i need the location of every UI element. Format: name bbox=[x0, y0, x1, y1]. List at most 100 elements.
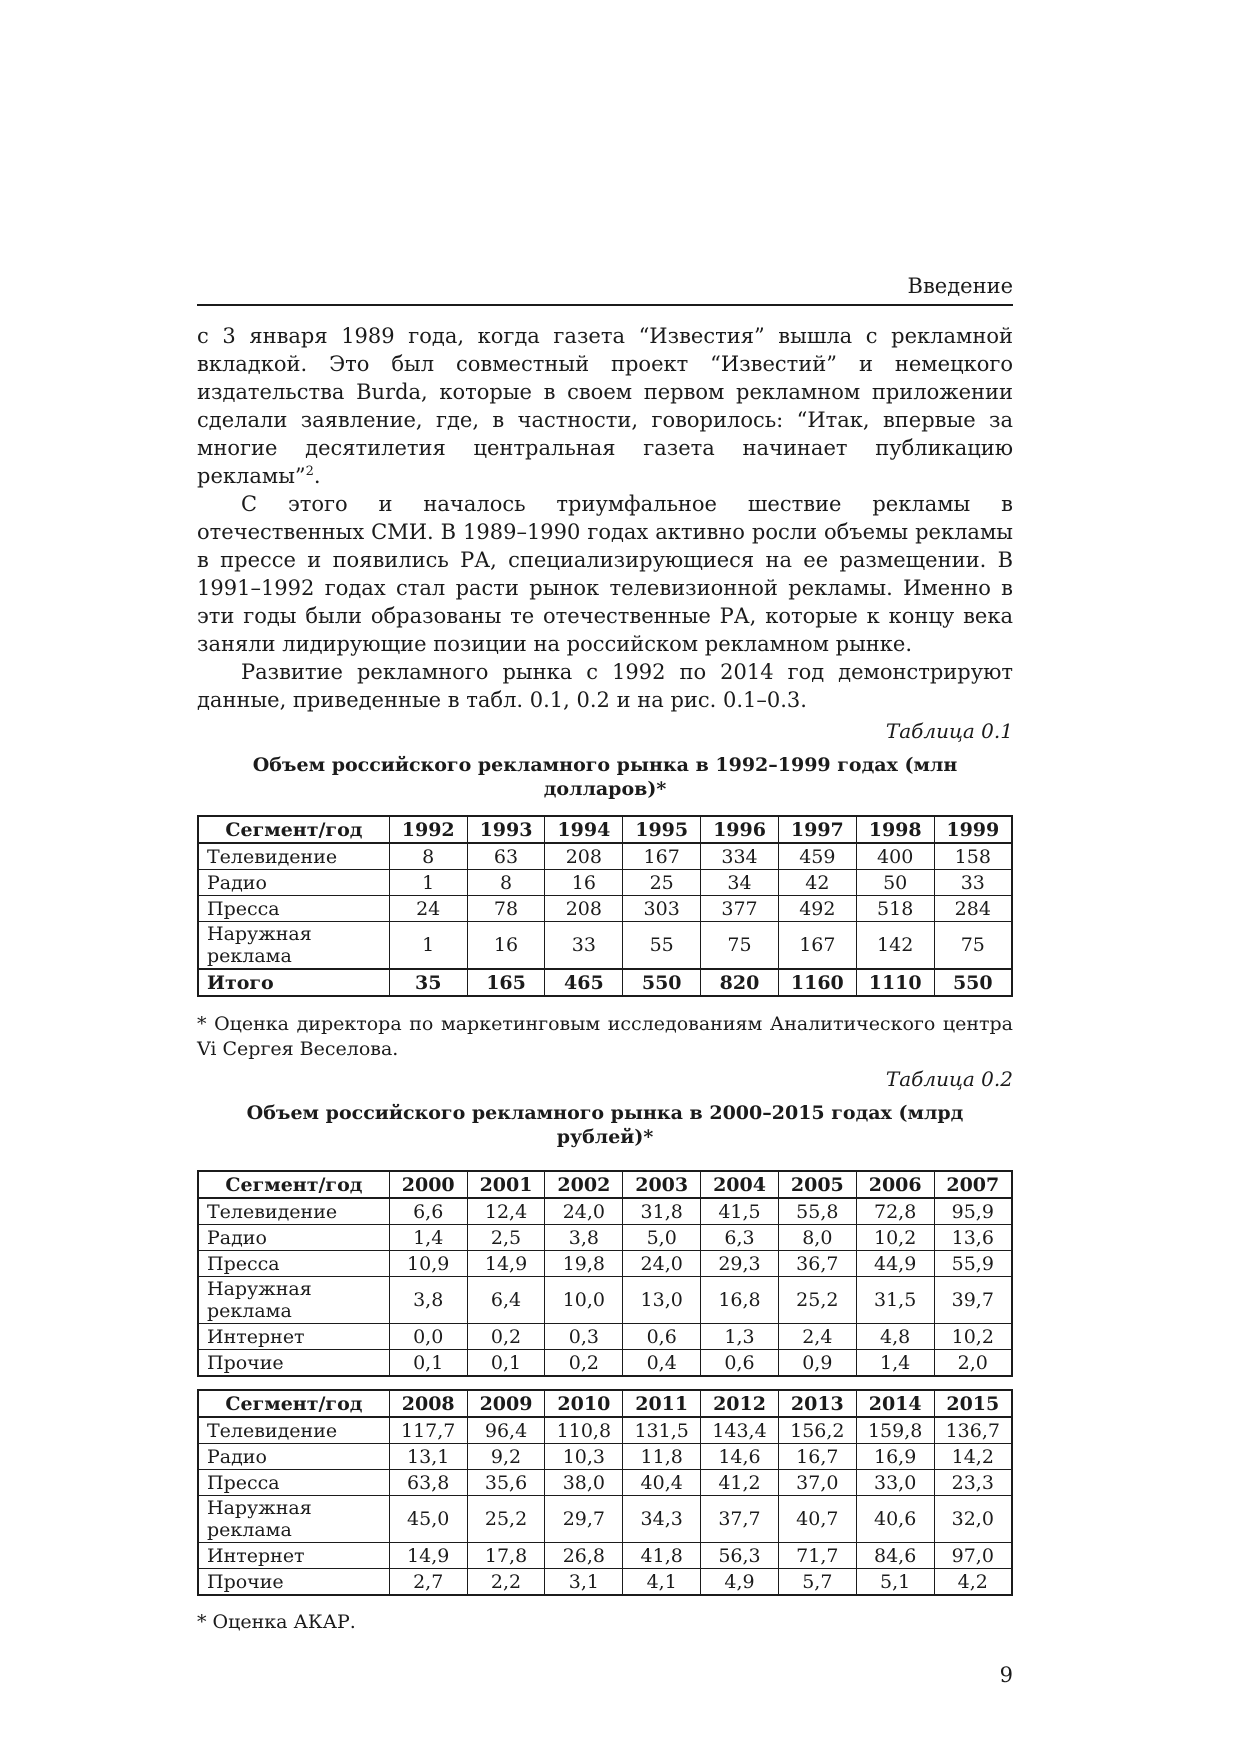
value-cell: 0,2 bbox=[544, 1349, 624, 1377]
value-cell: 25,2 bbox=[466, 1495, 546, 1543]
segment-label: Итого bbox=[197, 968, 390, 997]
value-cell: 0,2 bbox=[466, 1323, 546, 1350]
segment-label: Наружная реклама bbox=[197, 1276, 390, 1324]
value-cell: 4,2 bbox=[933, 1568, 1013, 1596]
column-header: 2006 bbox=[855, 1170, 935, 1199]
value-cell: 1 bbox=[388, 921, 468, 970]
header-row: Сегмент/год 2008 2009 2010 2011 2012 2013 2014 2… bbox=[197, 1389, 1013, 1418]
value-cell: 11,8 bbox=[622, 1443, 702, 1470]
value-cell: 17,8 bbox=[466, 1542, 546, 1569]
column-header: Сегмент/год bbox=[197, 815, 390, 844]
value-cell: 1,4 bbox=[855, 1349, 935, 1377]
page-number: 9 bbox=[999, 1663, 1013, 1687]
value-cell: 40,7 bbox=[777, 1495, 857, 1543]
value-cell: 0,1 bbox=[466, 1349, 546, 1377]
value-cell: 5,0 bbox=[622, 1224, 702, 1251]
segment-label: Телевидение bbox=[197, 1416, 390, 1444]
value-cell: 2,5 bbox=[466, 1224, 546, 1251]
value-cell: 550 bbox=[933, 968, 1013, 997]
value-cell: 33 bbox=[933, 869, 1013, 896]
value-cell: 10,9 bbox=[388, 1250, 468, 1277]
column-header: 2013 bbox=[777, 1389, 857, 1418]
value-cell: 820 bbox=[700, 968, 779, 997]
value-cell: 6,6 bbox=[388, 1197, 468, 1225]
value-cell: 142 bbox=[855, 921, 935, 970]
paragraph-3: Развитие рекламного рынка с 1992 по 2014… bbox=[197, 660, 1013, 712]
value-cell: 13,1 bbox=[388, 1443, 468, 1470]
value-cell: 39,7 bbox=[933, 1276, 1013, 1324]
value-cell: 5,7 bbox=[777, 1568, 857, 1596]
footnote-marker-2: 2 bbox=[305, 464, 314, 479]
value-cell: 40,4 bbox=[622, 1469, 702, 1496]
table-row: Радио 13,1 9,2 10,3 11,8 14,6 16,7 16,9 14,2 bbox=[197, 1443, 1013, 1470]
value-cell: 2,4 bbox=[777, 1323, 857, 1350]
segment-label: Прочие bbox=[197, 1349, 390, 1377]
value-cell: 75 bbox=[700, 921, 779, 970]
table-row: Радио 1,4 2,5 3,8 5,0 6,3 8,0 10,2 13,6 bbox=[197, 1224, 1013, 1251]
value-cell: 25,2 bbox=[777, 1276, 857, 1324]
column-header: 2007 bbox=[933, 1170, 1013, 1199]
value-cell: 518 bbox=[855, 895, 935, 922]
value-cell: 303 bbox=[622, 895, 702, 922]
table2a-body: Телевидение 6,6 12,4 24,0 31,8 41,5 55,8 72,8 95… bbox=[197, 1197, 1013, 1377]
table-2000-2007: Сегмент/год 2000 2001 2002 2003 2004 2005 2006 2… bbox=[197, 1170, 1013, 1377]
value-cell: 55,8 bbox=[777, 1197, 857, 1225]
segment-label: Пресса bbox=[197, 1469, 390, 1496]
value-cell: 16,9 bbox=[855, 1443, 935, 1470]
value-cell: 10,3 bbox=[544, 1443, 624, 1470]
value-cell: 2,2 bbox=[466, 1568, 546, 1596]
column-header: 1997 bbox=[777, 815, 857, 844]
header-row: Сегмент/год 1992 1993 1994 1995 1996 1997 1998 1… bbox=[197, 815, 1013, 844]
segment-label: Радио bbox=[197, 1224, 390, 1251]
table2b-body: Телевидение 117,7 96,4 110,8 131,5 143,4 156,2… bbox=[197, 1416, 1013, 1596]
value-cell: 136,7 bbox=[933, 1416, 1013, 1444]
value-cell: 400 bbox=[855, 842, 935, 870]
column-header: Сегмент/год bbox=[197, 1170, 390, 1199]
value-cell: 37,7 bbox=[700, 1495, 779, 1543]
value-cell: 465 bbox=[544, 968, 624, 997]
segment-label: Пресса bbox=[197, 1250, 390, 1277]
value-cell: 6,4 bbox=[466, 1276, 546, 1324]
header-rule bbox=[197, 304, 1013, 306]
segment-label: Прочие bbox=[197, 1568, 390, 1596]
value-cell: 8 bbox=[466, 869, 546, 896]
table2-footnote: * Оценка АКАР. bbox=[197, 1611, 356, 1633]
value-cell: 96,4 bbox=[466, 1416, 546, 1444]
table2b-header: Сегмент/год 2008 2009 2010 2011 2012 2013 2014 2… bbox=[197, 1389, 1013, 1418]
column-header: Сегмент/год bbox=[197, 1389, 390, 1418]
value-cell: 131,5 bbox=[622, 1416, 702, 1444]
value-cell: 4,9 bbox=[700, 1568, 779, 1596]
value-cell: 45,0 bbox=[388, 1495, 468, 1543]
table-row: Интернет 0,0 0,2 0,3 0,6 1,3 2,4 4,8 10,2 bbox=[197, 1323, 1013, 1350]
table-row: Наружная реклама 3,8 6,4 10,0 13,0 16,8 25,2 31… bbox=[197, 1276, 1013, 1324]
running-head: Введение bbox=[907, 274, 1013, 298]
value-cell: 33 bbox=[544, 921, 624, 970]
table2-title: Объем российского рекламного рынка в 200… bbox=[246, 1102, 964, 1148]
value-cell: 0,9 bbox=[777, 1349, 857, 1377]
value-cell: 14,2 bbox=[933, 1443, 1013, 1470]
segment-label: Интернет bbox=[197, 1323, 390, 1350]
table1-caption: Таблица 0.1 bbox=[885, 719, 1013, 743]
value-cell: 0,1 bbox=[388, 1349, 468, 1377]
value-cell: 12,4 bbox=[466, 1197, 546, 1225]
table-row: Пресса 63,8 35,6 38,0 40,4 41,2 37,0 33,0 23,3 bbox=[197, 1469, 1013, 1496]
table-row: Пресса 24 78 208 303 377 492 518 284 bbox=[197, 895, 1013, 922]
value-cell: 159,8 bbox=[855, 1416, 935, 1444]
value-cell: 35,6 bbox=[466, 1469, 546, 1496]
value-cell: 208 bbox=[544, 842, 624, 870]
segment-label: Радио bbox=[197, 1443, 390, 1470]
value-cell: 63 bbox=[466, 842, 546, 870]
table-row: Интернет 14,9 17,8 26,8 41,8 56,3 71,7 84,6 97,0 bbox=[197, 1542, 1013, 1569]
value-cell: 0,3 bbox=[544, 1323, 624, 1350]
value-cell: 3,1 bbox=[544, 1568, 624, 1596]
paragraph-1-text: с 3 января 1989 года, когда газета “Изве… bbox=[197, 324, 1013, 488]
body-text: с 3 января 1989 года, когда газета “Изве… bbox=[197, 322, 1013, 714]
value-cell: 25 bbox=[622, 869, 702, 896]
value-cell: 14,9 bbox=[388, 1542, 468, 1569]
segment-label: Телевидение bbox=[197, 1197, 390, 1225]
value-cell: 167 bbox=[622, 842, 702, 870]
column-header: 2015 bbox=[933, 1389, 1013, 1418]
table-row: Прочие 2,7 2,2 3,1 4,1 4,9 5,7 5,1 4,2 bbox=[197, 1568, 1013, 1596]
column-header: 1996 bbox=[700, 815, 779, 844]
column-header: 2009 bbox=[466, 1389, 546, 1418]
